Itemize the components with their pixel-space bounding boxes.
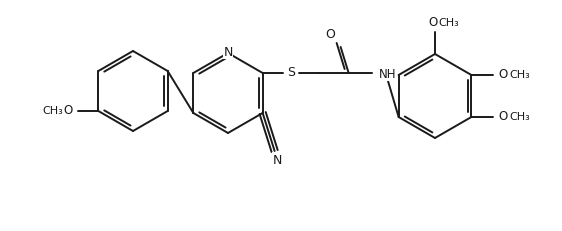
Text: S: S bbox=[287, 66, 294, 79]
Text: NH: NH bbox=[379, 68, 396, 81]
Text: CH₃: CH₃ bbox=[42, 106, 63, 116]
Text: CH₃: CH₃ bbox=[509, 112, 530, 122]
Text: O: O bbox=[498, 68, 508, 81]
Text: N: N bbox=[223, 46, 233, 59]
Text: O: O bbox=[428, 16, 438, 29]
Text: O: O bbox=[64, 104, 73, 117]
Text: O: O bbox=[326, 28, 336, 41]
Text: CH₃: CH₃ bbox=[438, 18, 459, 28]
Text: N: N bbox=[273, 153, 282, 166]
Text: CH₃: CH₃ bbox=[509, 70, 530, 80]
Text: O: O bbox=[498, 110, 508, 123]
